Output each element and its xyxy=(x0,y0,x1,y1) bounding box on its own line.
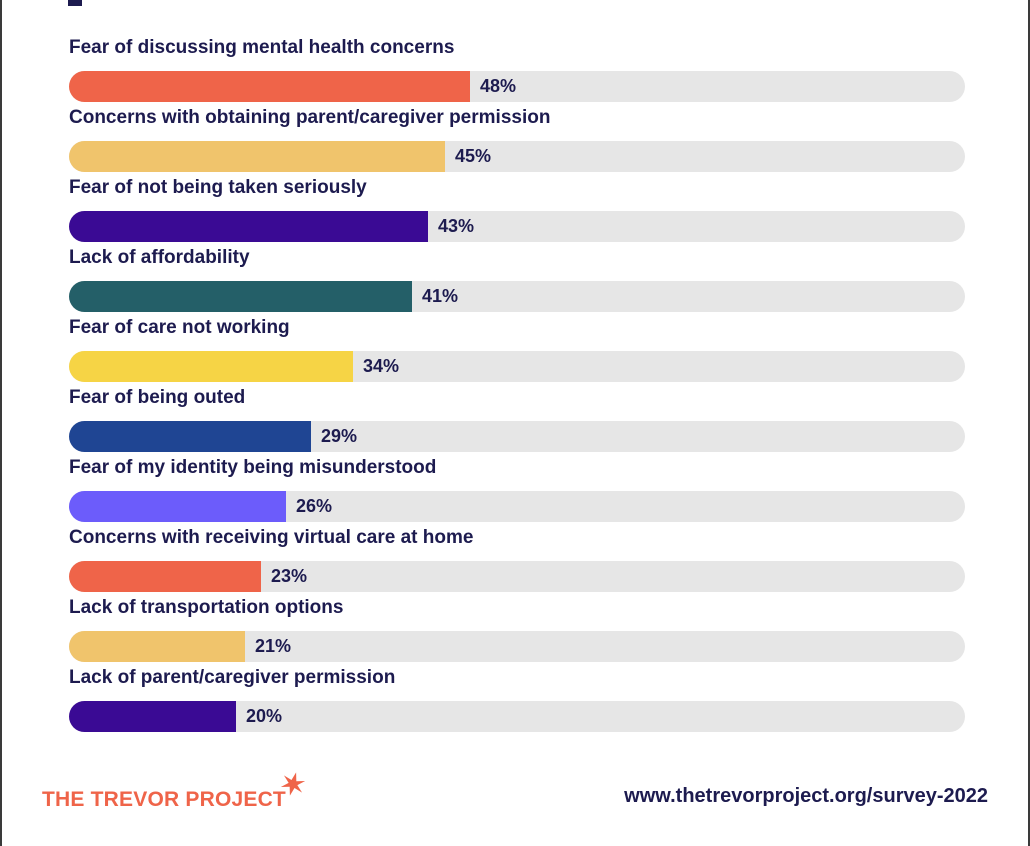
bar-chart: Fear of discussing mental health concern… xyxy=(69,35,965,735)
bar xyxy=(69,701,236,732)
bar xyxy=(69,351,353,382)
bar xyxy=(69,71,470,102)
value-label: 23% xyxy=(271,566,308,586)
bar-track: 21% xyxy=(69,631,965,662)
logo-text: THE TREVOR PROJECT xyxy=(42,788,286,811)
value-label: 43% xyxy=(438,216,475,236)
bar xyxy=(69,141,445,172)
category-label: Fear of discussing mental health concern… xyxy=(69,37,455,58)
bar xyxy=(69,281,412,312)
bar-track: 29% xyxy=(69,421,965,452)
value-label: 41% xyxy=(422,286,459,306)
bar-row: Concerns with obtaining parent/caregiver… xyxy=(69,105,965,175)
bar-row: Fear of discussing mental health concern… xyxy=(69,35,965,105)
category-label: Fear of care not working xyxy=(69,317,290,338)
value-label: 34% xyxy=(363,356,400,376)
category-label: Concerns with obtaining parent/caregiver… xyxy=(69,107,551,128)
value-label: 26% xyxy=(296,496,333,516)
value-label: 20% xyxy=(246,706,283,726)
bar-row: Fear of my identity being misunderstood 2… xyxy=(69,455,965,525)
bar-row: Lack of parent/caregiver permission 20% xyxy=(69,665,965,735)
bar-row: Lack of affordability 41% xyxy=(69,245,965,315)
bar-track: 45% xyxy=(69,141,965,172)
category-label: Lack of affordability xyxy=(69,247,250,268)
category-label: Fear of being outed xyxy=(69,387,246,408)
bar xyxy=(69,491,286,522)
value-label: 48% xyxy=(480,76,517,96)
bar-row: Fear of being outed 29% xyxy=(69,385,965,455)
bar xyxy=(69,561,261,592)
bar xyxy=(69,421,311,452)
bar-track: 23% xyxy=(69,561,965,592)
category-label: Fear of not being taken seriously xyxy=(69,177,367,198)
bar-row: Fear of care not working 34% xyxy=(69,315,965,385)
category-label: Lack of parent/caregiver permission xyxy=(69,667,396,688)
star-burst-icon xyxy=(280,771,306,802)
category-label: Fear of my identity being misunderstood xyxy=(69,457,437,478)
category-label: Lack of transportation options xyxy=(69,597,344,618)
bar-row: Concerns with receiving virtual care at … xyxy=(69,525,965,595)
bar xyxy=(69,211,428,242)
bar-track: 43% xyxy=(69,211,965,242)
value-label: 45% xyxy=(455,146,492,166)
bar-track: 20% xyxy=(69,701,965,732)
value-label: 29% xyxy=(321,426,358,446)
title-fragment xyxy=(68,0,82,6)
trevor-project-logo[interactable]: THE TREVOR PROJECT xyxy=(42,772,306,812)
category-label: Concerns with receiving virtual care at … xyxy=(69,527,474,548)
bar-track: 34% xyxy=(69,351,965,382)
bar xyxy=(69,631,245,662)
bar-track: 26% xyxy=(69,491,965,522)
bar-track: 41% xyxy=(69,281,965,312)
bar-track: 48% xyxy=(69,71,965,102)
bar-row: Fear of not being taken seriously 43% xyxy=(69,175,965,245)
survey-url-link[interactable]: www.thetrevorproject.org/survey-2022 xyxy=(624,785,988,807)
value-label: 21% xyxy=(255,636,292,656)
bar-row: Lack of transportation options 21% xyxy=(69,595,965,665)
